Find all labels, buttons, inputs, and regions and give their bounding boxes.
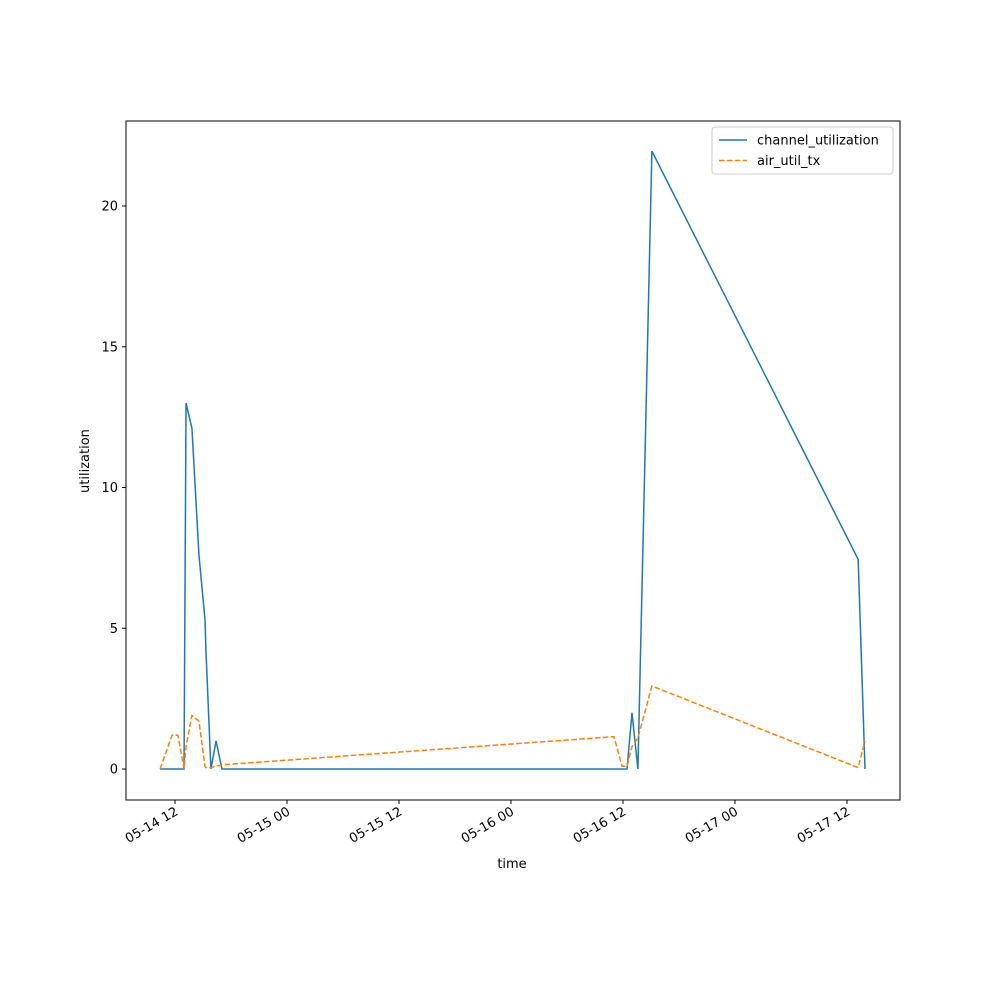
x-tick-label: 05-17 00 (683, 804, 741, 846)
y-tick-label: 15 (101, 340, 118, 355)
y-tick-label: 0 (110, 763, 118, 778)
x-tick-label: 05-17 12 (795, 804, 853, 846)
x-axis-label: time (497, 857, 526, 872)
x-tick-label: 05-15 12 (347, 804, 405, 846)
x-tick-label: 05-15 00 (235, 804, 293, 846)
x-tick-label: 05-16 12 (571, 804, 629, 846)
y-axis-label: utilization (78, 429, 93, 493)
x-tick-label: 05-16 00 (459, 804, 517, 846)
legend: channel_utilization air_util_tx (711, 126, 894, 175)
plot-frame (125, 120, 901, 801)
legend-label: air_util_tx (757, 154, 821, 169)
y-tick-label: 20 (101, 200, 118, 215)
data-line (160, 150, 866, 770)
data-line (159, 684, 866, 770)
y-tick-label: 10 (101, 481, 118, 496)
x-tick-label: 05-14 12 (123, 804, 181, 846)
legend-box (711, 126, 894, 175)
y-tick-label: 5 (110, 622, 118, 637)
legend-label: channel_utilization (757, 134, 879, 149)
